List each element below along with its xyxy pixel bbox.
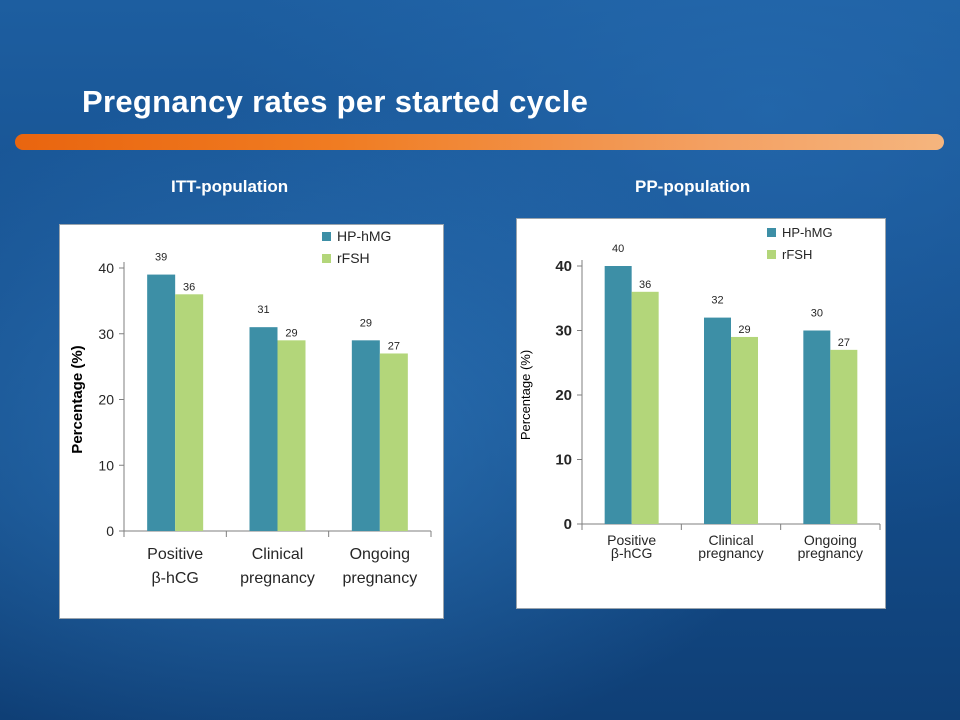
x-tick-label: pregnancy bbox=[342, 570, 417, 587]
bar-rfsh bbox=[277, 340, 306, 531]
legend-swatch bbox=[767, 228, 776, 237]
y-tick-label: 20 bbox=[98, 392, 114, 408]
data-label: 39 bbox=[155, 252, 167, 264]
legend-label: rFSH bbox=[337, 250, 370, 266]
data-label: 31 bbox=[257, 304, 269, 316]
bar-rfsh bbox=[731, 336, 758, 524]
data-label: 40 bbox=[612, 243, 624, 255]
data-label: 29 bbox=[285, 327, 297, 339]
data-label: 36 bbox=[183, 281, 195, 293]
x-tick-label: Clinical bbox=[708, 532, 753, 548]
bar-hp-hmg bbox=[147, 274, 176, 531]
chart-pp: 0 10 20 30 40 Percentage (%) 40 36 Positiveβ-hCG… bbox=[518, 225, 881, 561]
x-tick-label: Ongoing bbox=[350, 546, 411, 563]
bar-hp-hmg bbox=[604, 266, 632, 524]
data-label: 32 bbox=[711, 295, 723, 307]
data-label: 30 bbox=[811, 308, 823, 320]
x-tick-label: Positive bbox=[147, 546, 203, 563]
x-tick-label: β-hCG bbox=[611, 545, 653, 561]
legend-swatch bbox=[767, 250, 776, 259]
x-tick-label: Clinical bbox=[252, 546, 304, 563]
y-tick-label: 30 bbox=[98, 326, 114, 342]
legend-label: HP-hMG bbox=[782, 225, 833, 240]
x-tick-label: pregnancy bbox=[798, 545, 863, 561]
y-tick-label: 40 bbox=[555, 258, 572, 275]
chart-title-itt: ITT-population bbox=[171, 177, 289, 196]
y-tick-label: 30 bbox=[555, 323, 572, 340]
bar-hp-hmg bbox=[803, 330, 831, 524]
chart-itt: 0 10 20 30 40 Percentage (%) 39 36 Positive β-hCG… bbox=[69, 228, 432, 587]
y-axis-label: Percentage (%) bbox=[518, 350, 533, 440]
bar-hp-hmg bbox=[249, 327, 278, 531]
bar-rfsh bbox=[379, 353, 408, 531]
bar-hp-hmg bbox=[351, 340, 380, 531]
legend-label: rFSH bbox=[782, 247, 812, 262]
x-tick-label: Positive bbox=[607, 532, 656, 548]
chart-panel-pp: 0 10 20 30 40 Percentage (%) 40 36 Positive β-hCG… bbox=[516, 218, 886, 609]
y-tick-label: 0 bbox=[564, 516, 572, 533]
legend-swatch bbox=[322, 254, 331, 263]
x-tick-label: Ongoing bbox=[804, 532, 857, 548]
data-label: 27 bbox=[388, 340, 400, 352]
y-axis-label: Percentage (%) bbox=[69, 345, 86, 453]
y-tick-label: 10 bbox=[555, 452, 572, 469]
y-tick-label: 0 bbox=[106, 523, 114, 539]
y-tick-label: 20 bbox=[555, 387, 572, 404]
data-label: 29 bbox=[738, 324, 750, 336]
x-tick-label: pregnancy bbox=[698, 545, 763, 561]
bar-rfsh bbox=[175, 294, 204, 531]
legend-swatch bbox=[322, 232, 331, 241]
x-tick-label: pregnancy bbox=[240, 570, 315, 587]
y-tick-label: 40 bbox=[98, 260, 114, 276]
bar-rfsh bbox=[830, 349, 858, 524]
title-underline-bar bbox=[15, 134, 944, 150]
chart-panel-itt: 0 10 20 30 40 Percentage (%) 39 36 Positive β-hCG… bbox=[59, 224, 444, 619]
x-tick-label: β-hCG bbox=[151, 570, 198, 587]
data-label: 27 bbox=[838, 337, 850, 349]
bar-hp-hmg bbox=[704, 317, 731, 524]
bar-rfsh bbox=[631, 291, 659, 524]
legend-label: HP-hMG bbox=[337, 228, 391, 244]
data-label: 36 bbox=[639, 279, 651, 291]
slide-title: Pregnancy rates per started cycle bbox=[82, 84, 589, 119]
y-tick-label: 10 bbox=[98, 457, 114, 473]
chart-title-pp: PP-population bbox=[635, 177, 751, 196]
data-label: 29 bbox=[360, 317, 372, 329]
